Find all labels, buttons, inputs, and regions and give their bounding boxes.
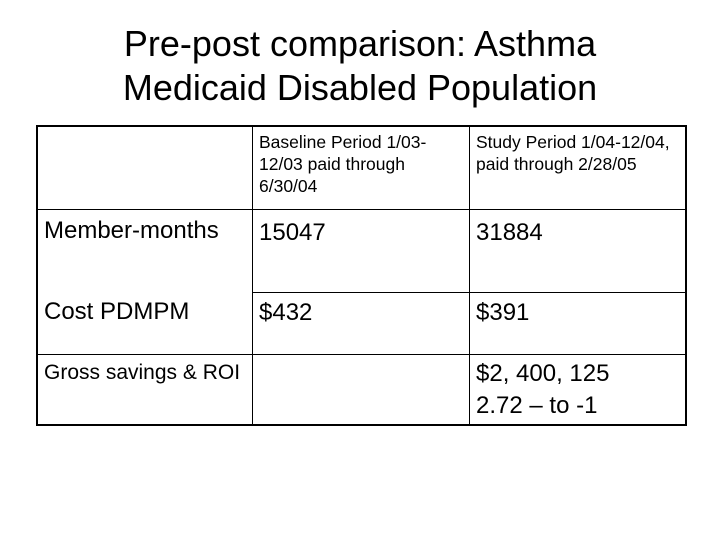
gross-savings-amount: $2, 400, 125: [476, 360, 610, 387]
baseline-cost-pdmpm: $432: [252, 292, 470, 355]
comparison-table: Baseline Period 1/03-12/03 paid through …: [36, 125, 687, 426]
row-label-gross-savings-roi: Gross savings & ROI: [37, 354, 253, 425]
table-row-member-months: Member-months 15047 31884: [37, 209, 686, 293]
header-study-period: Study Period 1/04-12/04, paid through 2/…: [476, 132, 670, 174]
table-row-gross-savings: Gross savings & ROI $2, 400, 125 2.72 – …: [37, 354, 686, 425]
header-empty-cell: [37, 126, 253, 210]
slide-title-line-2: Medicaid Disabled Population: [122, 67, 598, 108]
baseline-member-months: 15047: [252, 209, 470, 293]
study-cost-pdmpm: $391: [476, 299, 530, 326]
table-header-row: Baseline Period 1/03-12/03 paid through …: [37, 126, 686, 210]
study-gross-savings-cell: $2, 400, 125 2.72 – to -1: [469, 354, 686, 425]
study-member-months: 31884: [469, 209, 686, 293]
header-baseline-period: Baseline Period 1/03-12/03 paid through …: [252, 126, 470, 210]
table-row-cost-pdmpm: Cost PDMPM $432 $391: [37, 292, 686, 355]
roi-value: 2.72 – to -1: [476, 392, 598, 419]
row-label-cost-pdmpm: Cost PDMPM: [44, 297, 190, 325]
slide-title-line-1: Pre-post comparison: Asthma: [123, 23, 597, 64]
row-label-member-months: Member-months: [44, 217, 219, 244]
slide-title: Pre-post comparison: Asthma Medicaid Dis…: [0, 22, 720, 110]
baseline-gross-savings: [252, 354, 470, 425]
